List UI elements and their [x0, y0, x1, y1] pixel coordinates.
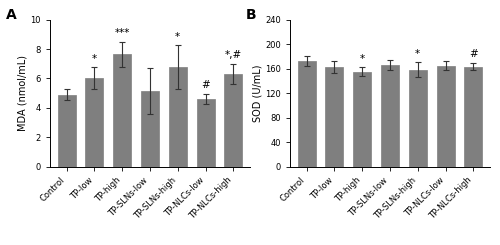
Bar	[141, 91, 159, 167]
Text: #: #	[469, 49, 478, 59]
Text: *,#: *,#	[224, 50, 242, 60]
Y-axis label: MDA (nmol/mL): MDA (nmol/mL)	[18, 55, 28, 131]
Text: *: *	[360, 54, 365, 64]
Text: *: *	[415, 49, 420, 59]
Text: *: *	[92, 54, 97, 64]
Bar	[298, 61, 316, 167]
Bar	[113, 54, 131, 167]
Text: #: #	[201, 80, 210, 90]
Text: *: *	[175, 32, 180, 42]
Text: ***: ***	[114, 28, 130, 38]
Bar	[169, 67, 187, 167]
Bar	[409, 70, 427, 167]
Bar	[196, 99, 214, 167]
Bar	[436, 65, 454, 167]
Bar	[224, 74, 242, 167]
Y-axis label: SOD (U/mL): SOD (U/mL)	[252, 64, 262, 122]
Bar	[464, 67, 482, 167]
Bar	[58, 95, 76, 167]
Bar	[353, 72, 371, 167]
Bar	[326, 67, 344, 167]
Bar	[381, 65, 399, 167]
Bar	[86, 78, 103, 167]
Text: B: B	[246, 8, 256, 22]
Text: A: A	[6, 8, 17, 22]
